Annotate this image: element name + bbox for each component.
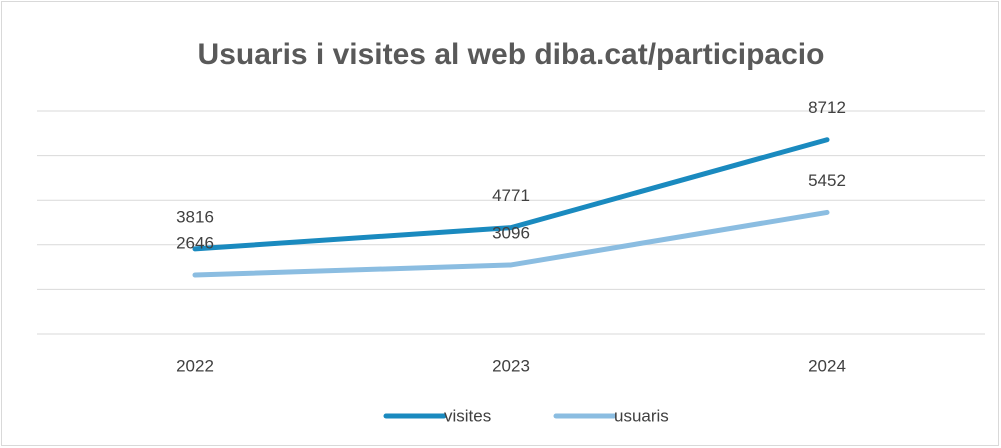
series-line (192, 137, 830, 252)
x-tick-label: 2024 (808, 356, 846, 375)
series-line (192, 209, 830, 278)
x-tick-label: 2023 (492, 356, 530, 375)
legend-label: visites (444, 406, 491, 425)
legend-label: usuaris (614, 406, 669, 425)
chart-title: Usuaris i visites al web diba.cat/partic… (198, 38, 825, 71)
data-label: 5452 (808, 171, 846, 190)
data-label: 4771 (492, 186, 530, 205)
data-label: 3816 (176, 207, 214, 226)
data-label: 3096 (492, 223, 530, 242)
data-label: 8712 (808, 98, 846, 117)
x-tick-label: 2022 (176, 356, 214, 375)
data-label: 2646 (176, 233, 214, 252)
